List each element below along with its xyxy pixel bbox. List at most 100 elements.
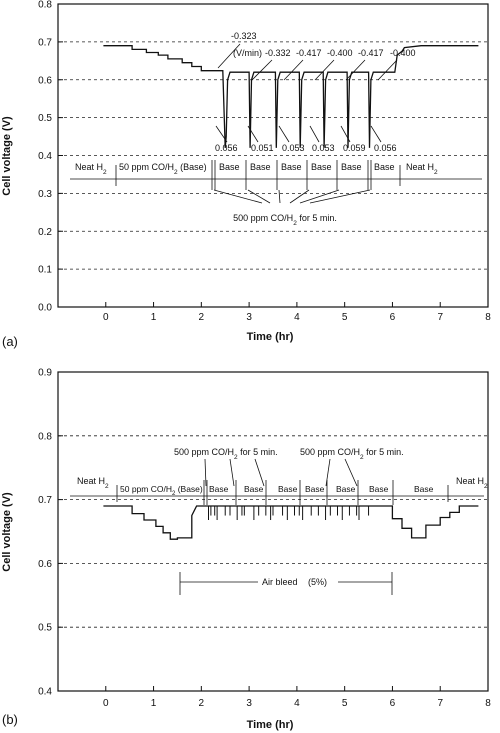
y-axis-title: Cell voltage (V) — [1, 492, 13, 572]
x-axis-title: Time (hr) — [247, 331, 294, 343]
drop-arrow — [278, 125, 290, 143]
segment-label: 50 ppm CO/H2 (Base) — [120, 484, 203, 497]
segment-label: 50 ppm CO/H2 (Base) — [119, 162, 207, 176]
grid-lines — [58, 435, 488, 628]
drop-label: 0.053 — [312, 143, 335, 153]
x-tick-label: 8 — [485, 312, 491, 323]
voltage-trace — [103, 505, 479, 540]
pulse-arrow — [278, 189, 281, 204]
x-tick-label: 0 — [103, 312, 109, 323]
slope-arrow — [345, 59, 366, 81]
pulse-spikes — [208, 505, 370, 521]
slope-annotations: -0.323 (V/min) -0.332 -0.417 -0.400 -0.4… — [217, 31, 416, 81]
pulse-arrow — [289, 189, 310, 204]
drop-label: 0.056 — [215, 143, 238, 153]
x-tick-label: 5 — [342, 698, 348, 709]
x-tick-label: 7 — [437, 312, 443, 323]
slope-label: -0.400 — [327, 48, 353, 58]
drop-arrow — [309, 125, 320, 143]
x-tick-label: 4 — [294, 312, 300, 323]
x-tick-label: 2 — [199, 698, 205, 709]
segment-label: Base — [219, 162, 240, 172]
y-tick-label: 0.8 — [38, 431, 52, 442]
pulse-arrow — [299, 189, 340, 204]
air-bleed-annotation: Air bleed (5%) — [179, 572, 393, 595]
segment-label: Neat H2 — [406, 162, 438, 176]
pulse-arrow — [229, 458, 235, 487]
pulse-label: 500 ppm CO/H2 for 5 min. — [233, 213, 337, 227]
slope-label: -0.417 — [296, 48, 322, 58]
slope-arrow — [251, 59, 273, 81]
chart-panel-b: 0.4 0.5 0.6 0.7 0.8 0.9 0 1 2 3 4 5 6 7 8 Time (hr) C… — [1, 368, 491, 732]
y-tick-label: 0.5 — [38, 113, 52, 124]
y-tick-label: 0.2 — [38, 227, 52, 238]
segment-label: Neat H2 — [75, 162, 107, 176]
drop-label: 0.051 — [251, 143, 274, 153]
pulse-annotation: 500 ppm CO/H2 for 5 min. — [213, 189, 371, 227]
panel-label: (b) — [2, 712, 18, 727]
y-tick-label: 0.6 — [38, 75, 52, 86]
x-tick-label: 2 — [199, 312, 205, 323]
x-tick-label: 3 — [246, 698, 252, 709]
y-axis: 0.4 0.5 0.6 0.7 0.8 0.9 — [38, 368, 63, 698]
x-tick-label: 4 — [294, 698, 300, 709]
drop-arrow — [340, 125, 351, 143]
drop-label: 0.053 — [282, 143, 305, 153]
pulse-arrow — [213, 189, 263, 204]
slope-label: -0.400 — [390, 48, 416, 58]
plot-frame — [57, 371, 489, 692]
y-tick-label: 0.3 — [38, 189, 52, 200]
segment-label: Neat H2 — [77, 476, 109, 490]
segment-label: Base — [374, 162, 395, 172]
pulse-label: 500 ppm CO/H2 for 5 min. — [300, 447, 404, 461]
y-tick-label: 0.8 — [38, 0, 52, 11]
segment-label: Base — [341, 162, 362, 172]
y-axis-title: Cell voltage (V) — [1, 116, 13, 196]
x-tick-label: 3 — [246, 312, 252, 323]
segment-labels: Neat H2 50 ppm CO/H2 (Base) Base Base Ba… — [70, 476, 488, 505]
slope-label: -0.323 — [231, 31, 257, 41]
pulse-arrow — [247, 189, 271, 204]
y-tick-label: 0.5 — [38, 623, 52, 634]
y-tick-label: 0.4 — [38, 151, 52, 162]
segment-label: Base — [278, 484, 298, 494]
y-tick-label: 0.7 — [38, 495, 52, 506]
segment-label: Base — [281, 162, 302, 172]
drop-arrow — [247, 125, 259, 143]
segment-label: Base — [336, 484, 356, 494]
slope-arrow — [283, 59, 304, 81]
drop-label: 0.059 — [343, 143, 366, 153]
x-axis: 0 1 2 3 4 5 6 7 8 — [103, 686, 491, 709]
segment-label: Base — [209, 484, 229, 494]
y-tick-label: 0.4 — [38, 687, 52, 698]
voltage-trace — [103, 45, 479, 148]
air-bleed-percent: (5%) — [308, 577, 327, 587]
air-bleed-label: Air bleed — [262, 577, 298, 587]
segment-label: Base — [414, 484, 434, 494]
series-line — [103, 45, 479, 148]
x-axis-title: Time (hr) — [247, 719, 294, 731]
pulse-arrow — [309, 189, 371, 204]
slope-unit-label: (V/min) — [233, 48, 262, 58]
drop-arrow — [215, 125, 228, 143]
pulse-arrow — [204, 458, 207, 487]
pulse-arrow — [254, 458, 265, 487]
chart-panel-a: 0.0 0.1 0.2 0.3 0.4 0.5 0.6 0.7 0.8 0 1 2 3 4 5 6 7 8 Ti… — [1, 0, 491, 349]
x-axis: 0 1 2 3 4 5 6 7 8 — [103, 302, 491, 323]
segment-label: Base — [311, 162, 332, 172]
segment-labels: Neat H2 50 ppm CO/H2 (Base) Base Base Ba… — [70, 160, 482, 190]
x-tick-label: 7 — [437, 698, 443, 709]
segment-label: Base — [250, 162, 271, 172]
pulse-annotations: 500 ppm CO/H2 for 5 min. 500 ppm CO/H2 f… — [174, 447, 404, 487]
x-tick-label: 6 — [390, 698, 396, 709]
pulse-label: 500 ppm CO/H2 for 5 min. — [174, 447, 278, 461]
x-tick-label: 6 — [390, 312, 396, 323]
drop-annotations: 0.056 0.051 0.053 0.053 0.059 0.056 — [215, 125, 397, 153]
slope-label: -0.332 — [265, 48, 291, 58]
segment-label: Base — [369, 484, 389, 494]
y-tick-label: 0.1 — [38, 265, 52, 276]
segment-label: Base — [244, 484, 264, 494]
pulse-arrow — [344, 458, 358, 487]
x-tick-label: 1 — [151, 312, 157, 323]
